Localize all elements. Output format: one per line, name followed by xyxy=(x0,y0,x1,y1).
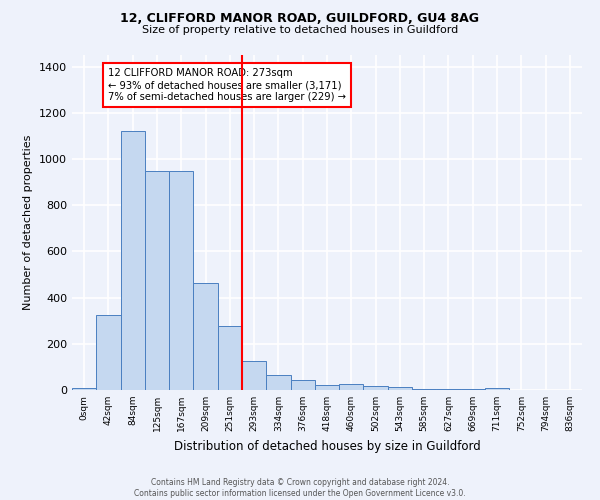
Bar xyxy=(145,170,169,390)
Text: Size of property relative to detached houses in Guildford: Size of property relative to detached ho… xyxy=(142,25,458,35)
Y-axis label: Number of detached properties: Number of detached properties xyxy=(23,135,34,310)
Bar xyxy=(461,389,485,390)
Bar xyxy=(339,384,364,390)
Bar xyxy=(121,131,145,390)
Text: 12, CLIFFORD MANOR ROAD, GUILDFORD, GU4 8AG: 12, CLIFFORD MANOR ROAD, GUILDFORD, GU4 … xyxy=(121,12,479,26)
Text: 12 CLIFFORD MANOR ROAD: 273sqm
← 93% of detached houses are smaller (3,171)
7% o: 12 CLIFFORD MANOR ROAD: 273sqm ← 93% of … xyxy=(108,68,346,102)
Bar xyxy=(72,388,96,390)
Bar xyxy=(388,387,412,390)
Bar xyxy=(266,375,290,390)
Bar xyxy=(364,386,388,390)
Bar xyxy=(218,326,242,390)
Bar xyxy=(412,389,436,390)
Bar xyxy=(96,315,121,390)
Bar xyxy=(242,361,266,390)
Bar xyxy=(290,380,315,390)
Bar xyxy=(485,388,509,390)
Bar xyxy=(169,170,193,390)
Bar xyxy=(193,282,218,390)
Bar xyxy=(315,385,339,390)
X-axis label: Distribution of detached houses by size in Guildford: Distribution of detached houses by size … xyxy=(173,440,481,452)
Bar xyxy=(436,389,461,390)
Text: Contains HM Land Registry data © Crown copyright and database right 2024.
Contai: Contains HM Land Registry data © Crown c… xyxy=(134,478,466,498)
